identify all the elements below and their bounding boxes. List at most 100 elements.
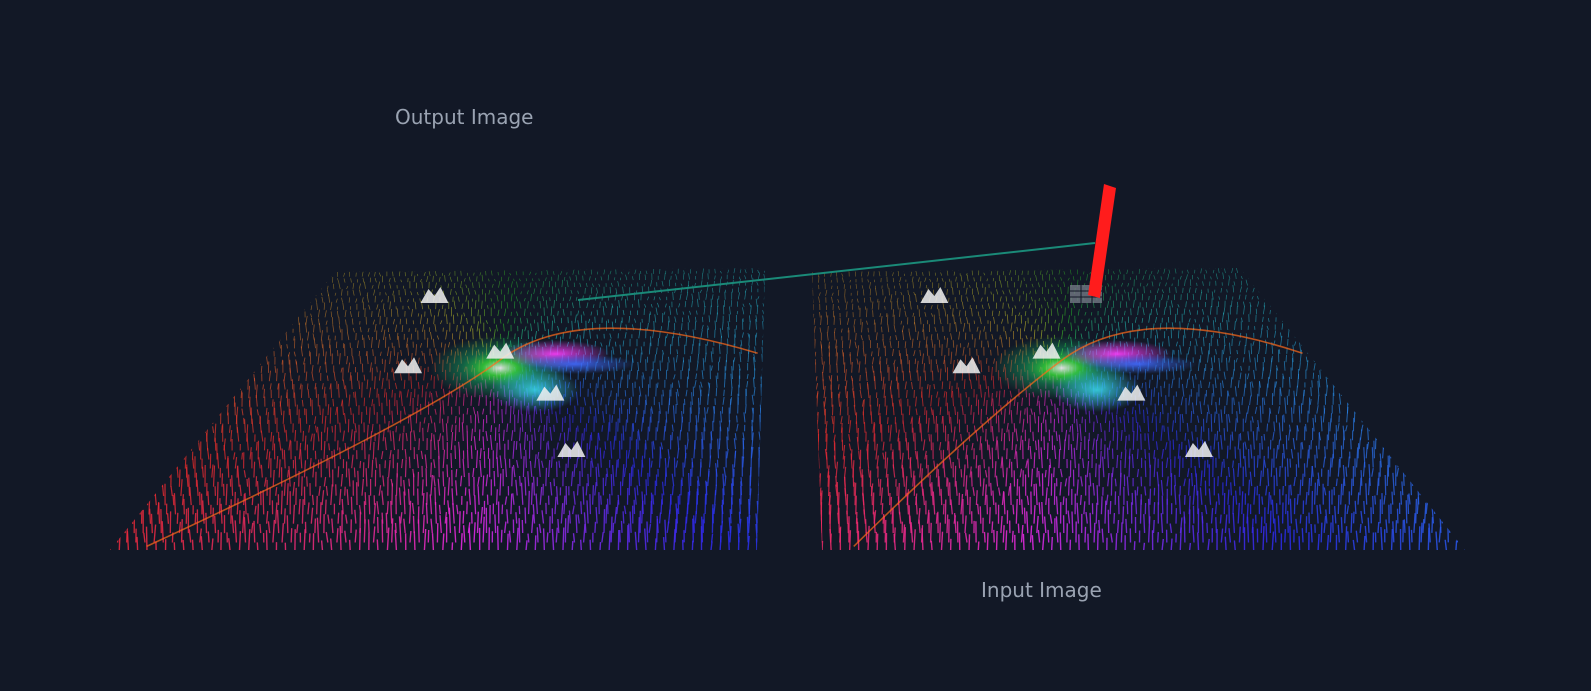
surface-spike [1021,270,1023,275]
surface-spike [1142,542,1146,550]
surface-spike [818,292,821,296]
surface-spike [1055,496,1059,515]
surface-spike [840,328,843,333]
surface-spike [340,473,344,487]
surface-spike [1277,406,1280,414]
surface-spike [1029,525,1033,543]
surface-spike [647,268,649,270]
surface-spike [968,534,971,550]
surface-spike [722,488,725,505]
surface-spike [1196,268,1199,269]
surface-spike [1248,448,1250,468]
surface-spike [594,482,597,496]
surface-spike [1160,480,1164,496]
surface-spike [1125,301,1128,308]
surface-spike [716,298,719,308]
surface-spike [858,361,861,373]
surface-spike [205,433,209,451]
surface-spike [244,492,247,515]
surface-spike [1233,540,1237,550]
surface-spike [1138,403,1141,415]
surface-spike [371,284,374,289]
surface-spike [275,487,278,496]
surface-spike [830,272,832,277]
surface-spike [184,452,187,469]
surface-spike [1247,405,1250,414]
surface-spike [645,394,648,406]
surface-spike [640,455,644,477]
surface-spike [1249,471,1253,487]
surface-spike [717,438,720,459]
surface-spike [691,392,693,405]
surface-spike [746,381,749,388]
surface-spike [365,269,368,272]
surface-spike [1185,274,1188,280]
surface-spike [889,336,891,341]
surface-spike [429,308,432,317]
surface-spike [673,374,676,380]
surface-spike [1202,336,1205,347]
surface-spike [634,348,637,355]
surface-spike [664,273,666,280]
surface-spike [327,285,329,290]
surface-spike [323,476,327,487]
surface-spike [150,513,153,534]
surface-spike [744,291,747,300]
surface-spike [813,326,816,333]
surface-spike [1163,381,1166,389]
surface-spike [1110,533,1113,543]
surface-spike [1380,526,1383,550]
surface-spike [116,517,120,543]
surface-spike [462,393,465,406]
surface-spike [641,500,644,524]
surface-spike [694,321,696,331]
surface-spike [148,508,152,524]
surface-spike [510,281,513,288]
surface-spike [384,359,386,373]
surface-spike [450,453,453,469]
surface-spike [945,391,948,407]
surface-spike [723,373,726,388]
surface-spike [359,289,361,296]
surface-spike [699,289,702,293]
surface-spike [584,287,586,294]
surface-spike [1361,406,1363,423]
surface-spike [377,268,379,272]
surface-spike [965,445,968,460]
surface-spike [1234,490,1238,505]
output-surface[interactable] [110,262,766,552]
surface-spike [993,316,996,324]
surface-spike [376,501,380,515]
surface-spike [933,460,936,469]
surface-spike [450,424,453,433]
surface-spike [1257,420,1260,432]
surface-spike [216,453,220,469]
surface-spike [248,400,252,416]
surface-spike [983,531,986,543]
surface-spike [548,460,551,478]
surface-spike [915,496,918,515]
surface-spike [944,308,947,317]
surface-spike [878,404,881,416]
surface-spike [1228,528,1232,543]
surface-spike [837,384,840,390]
surface-spike [1082,458,1085,469]
surface-spike [694,316,697,323]
surface-spike [1269,300,1271,307]
surface-spike [529,282,532,288]
surface-spike [1190,410,1193,423]
input-surface[interactable] [811,263,1465,552]
surface-spike [867,271,870,277]
surface-spike [493,291,496,295]
surface-spike [748,302,752,307]
surface-spike [419,421,421,433]
surface-spike [1279,332,1282,338]
surface-spike [562,332,564,339]
selected-pixel-marker[interactable] [1088,184,1116,298]
surface-spike [647,322,649,331]
surface-spike [434,408,437,415]
surface-spike [460,314,463,324]
surface-spike [1199,487,1203,505]
surface-spike [525,540,528,550]
